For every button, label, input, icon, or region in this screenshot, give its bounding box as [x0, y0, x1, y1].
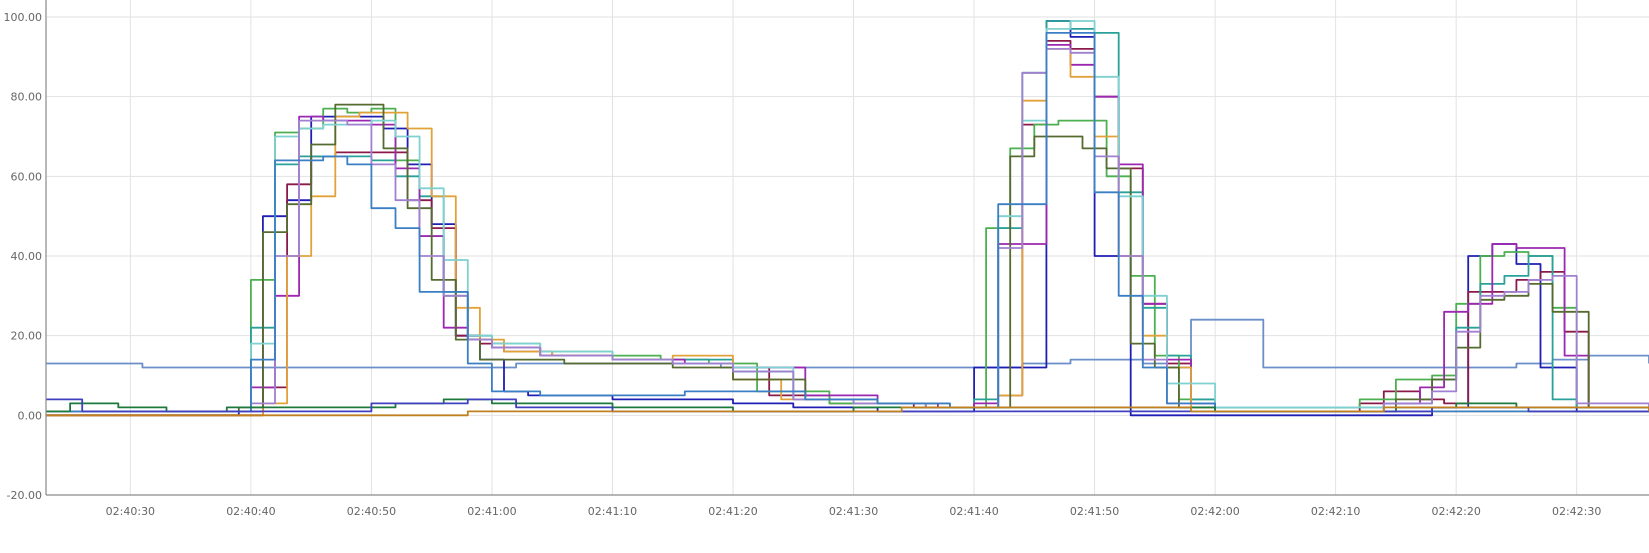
y-tick-label: -20.00 [7, 489, 42, 502]
axis-layer [45, 0, 1649, 496]
x-tick-label: 02:41:50 [1070, 505, 1119, 518]
y-tick-label: 0.00 [18, 409, 43, 422]
x-tick-label: 02:40:40 [226, 505, 275, 518]
x-tick-label: 02:41:10 [588, 505, 637, 518]
series-line-6 [46, 44, 1649, 413]
label-layer: 100.00 80.00 60.00 40.00 20.00 0.00 -20.00 02:4… [4, 11, 1602, 518]
series-layer [46, 20, 1649, 417]
x-tick-label: 02:41:00 [467, 505, 516, 518]
y-tick-label: 60.00 [11, 170, 43, 183]
x-tick-label: 02:42:10 [1311, 505, 1360, 518]
x-tick-label: 02:40:50 [347, 505, 396, 518]
x-tick-label: 02:41:30 [829, 505, 878, 518]
y-tick-label: 80.00 [11, 91, 43, 104]
y-tick-label: 20.00 [11, 330, 43, 343]
series-line-14 [46, 406, 1649, 417]
x-tick-label: 02:42:20 [1431, 505, 1480, 518]
x-tick-label: 02:42:00 [1190, 505, 1239, 518]
y-tick-label: 100.00 [4, 11, 43, 24]
x-tick-label: 02:41:40 [949, 505, 998, 518]
x-tick-label: 02:41:20 [708, 505, 757, 518]
series-line-11 [46, 32, 1649, 413]
y-tick-label: 40.00 [11, 250, 43, 263]
x-tick-label: 02:42:30 [1552, 505, 1601, 518]
series-line-1 [46, 318, 1649, 369]
x-tick-label: 02:40:30 [106, 505, 155, 518]
